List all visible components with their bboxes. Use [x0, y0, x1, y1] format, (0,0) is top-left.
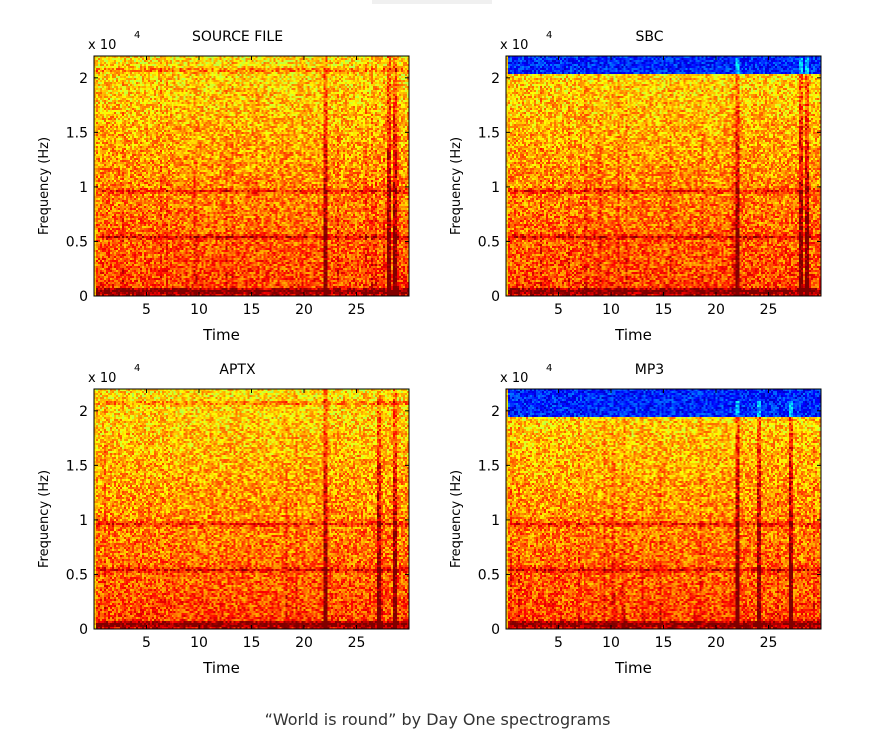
spectrogram-panel-aptx: APTX x 10 4 5 10 15 20 25 0 0.5 1 1.5 2 Time Frequency…	[30, 351, 450, 681]
y-tick-label: 1	[491, 513, 500, 529]
x-tick-label: 10	[602, 302, 620, 318]
y-tick-label: 1.5	[66, 125, 88, 141]
x-tick-label: 15	[655, 635, 673, 651]
y-tick-label: 1.5	[66, 458, 88, 474]
x-tick-label: 10	[190, 302, 208, 318]
x-axis-label: Time	[614, 326, 652, 344]
x-tick-label: 25	[348, 302, 366, 318]
spectrogram-panel-sbc: SBC x 10 4 5 10 15 20 25 0 0.5 1 1.5 2 Time Frequency …	[442, 18, 862, 348]
y-axis-label: Frequency (Hz)	[449, 470, 464, 568]
x-tick-label: 20	[295, 302, 313, 318]
x-tick-label: 10	[602, 635, 620, 651]
y-tick-label: 1	[79, 180, 88, 196]
y-tick-label: 0.5	[478, 567, 500, 583]
spectrogram-svg: APTX x 10 4 5 10 15 20 25 0 0.5 1 1.5 2 Time Frequency…	[37, 362, 410, 677]
spectrogram-heatmap	[506, 389, 821, 629]
x-tick-label: 5	[142, 302, 151, 318]
y-tick-label: 1	[491, 180, 500, 196]
x-axis-label: Time	[614, 659, 652, 677]
spectrogram-svg: SOURCE FILE x 10 4 5 10 15 20 25 0 0.5 1 1.5 2 Time Fr…	[37, 29, 410, 344]
y-axis-label: Frequency (Hz)	[449, 137, 464, 235]
spectrogram-heatmap	[506, 56, 821, 296]
y-tick-label: 0.5	[66, 567, 88, 583]
spectrogram-panel-mp3: MP3 x 10 4 5 10 15 20 25 0 0.5 1 1.5 2 Time Frequency …	[442, 351, 862, 681]
x-tick-label: 20	[295, 635, 313, 651]
spectrogram-heatmap	[94, 56, 409, 296]
x-tick-label: 15	[655, 302, 673, 318]
x-tick-label: 25	[760, 635, 778, 651]
figure-caption: “World is round” by Day One spectrograms	[264, 710, 611, 729]
x-tick-label: 25	[760, 302, 778, 318]
x-axis-label: Time	[202, 326, 240, 344]
y-multiplier: x 10	[500, 371, 528, 386]
y-tick-label: 2	[491, 404, 500, 420]
y-tick-label: 0	[491, 622, 500, 638]
y-tick-label: 0	[491, 289, 500, 305]
y-multiplier-exponent: 4	[546, 363, 552, 374]
y-axis-label: Frequency (Hz)	[37, 137, 52, 235]
spectrogram-panel-source-file: SOURCE FILE x 10 4 5 10 15 20 25 0 0.5 1 1.5 2 Time Fr…	[30, 18, 450, 348]
y-tick-label: 1.5	[478, 458, 500, 474]
y-multiplier-exponent: 4	[546, 30, 552, 41]
y-tick-label: 0.5	[66, 234, 88, 250]
y-multiplier: x 10	[500, 38, 528, 53]
y-tick-label: 1	[79, 513, 88, 529]
y-tick-label: 0.5	[478, 234, 500, 250]
y-tick-label: 1.5	[478, 125, 500, 141]
x-tick-label: 15	[243, 302, 261, 318]
spectrogram-heatmap	[94, 389, 409, 629]
y-multiplier-exponent: 4	[134, 363, 140, 374]
y-tick-label: 2	[79, 71, 88, 87]
spectrogram-svg: SBC x 10 4 5 10 15 20 25 0 0.5 1 1.5 2 Time Frequency …	[449, 29, 822, 344]
x-tick-label: 5	[554, 635, 563, 651]
x-tick-label: 25	[348, 635, 366, 651]
x-tick-label: 5	[554, 302, 563, 318]
plot-title: SOURCE FILE	[192, 29, 283, 45]
plot-title: APTX	[219, 362, 256, 378]
y-tick-label: 2	[79, 404, 88, 420]
x-tick-label: 5	[142, 635, 151, 651]
x-tick-label: 10	[190, 635, 208, 651]
y-tick-label: 2	[491, 71, 500, 87]
x-tick-label: 15	[243, 635, 261, 651]
spectrogram-svg: MP3 x 10 4 5 10 15 20 25 0 0.5 1 1.5 2 Time Frequency …	[449, 362, 822, 677]
y-multiplier: x 10	[88, 371, 116, 386]
y-axis-label: Frequency (Hz)	[37, 470, 52, 568]
top-bar-fragment	[372, 0, 492, 4]
y-multiplier: x 10	[88, 38, 116, 53]
x-tick-label: 20	[707, 302, 725, 318]
plot-title: MP3	[635, 362, 664, 378]
x-tick-label: 20	[707, 635, 725, 651]
plot-title: SBC	[635, 29, 663, 45]
x-axis-label: Time	[202, 659, 240, 677]
y-tick-label: 0	[79, 289, 88, 305]
y-multiplier-exponent: 4	[134, 30, 140, 41]
y-tick-label: 0	[79, 622, 88, 638]
